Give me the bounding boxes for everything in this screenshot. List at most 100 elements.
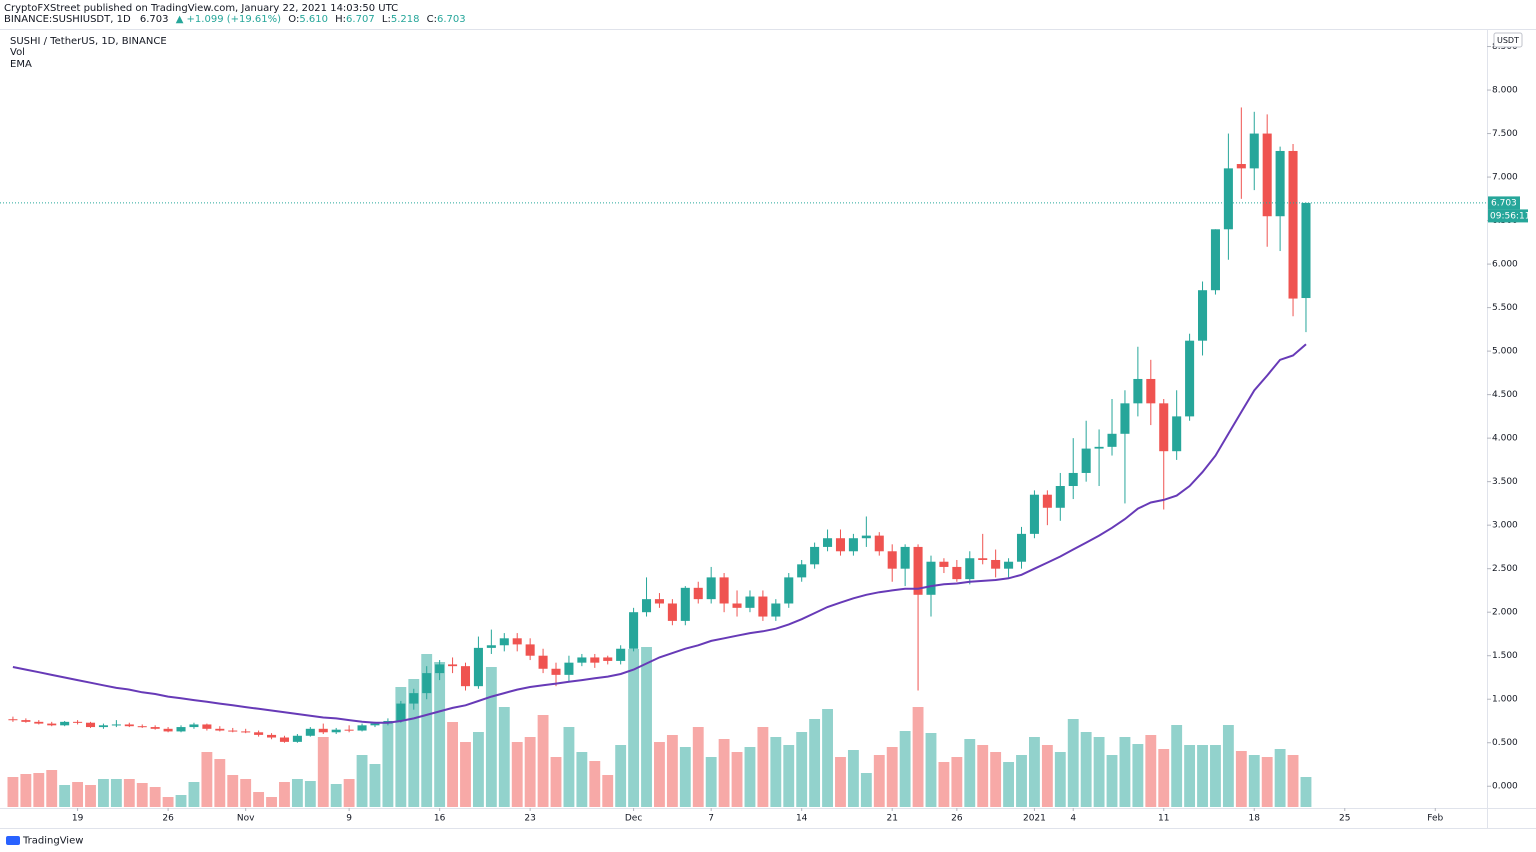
volume-bar [214, 759, 226, 807]
candle-body [1185, 340, 1195, 417]
candle-body [1068, 472, 1078, 487]
candle-body [525, 644, 535, 656]
volume-bar [472, 732, 484, 807]
candle-body [991, 559, 1001, 569]
x-tick-label: 9 [346, 814, 352, 824]
volume-bar [757, 727, 769, 807]
volume-bar [447, 722, 458, 807]
candle-body [1236, 164, 1246, 169]
candle-body [111, 724, 121, 726]
candle-body [1198, 290, 1208, 341]
publisher: CryptoFXStreet published on TradingView.… [4, 3, 398, 14]
y-tick-label: 5.500 [1492, 303, 1518, 313]
volume-bar [628, 649, 640, 807]
candle-body [1029, 494, 1039, 534]
x-tick-label: 25 [1339, 814, 1350, 824]
volume-bar [938, 762, 950, 807]
candle-body [21, 720, 31, 722]
volume-bar [343, 779, 355, 807]
volume-bar [408, 679, 420, 807]
candle-body [1159, 403, 1169, 452]
candle-body [551, 668, 561, 675]
candle-body [448, 664, 458, 667]
candle-body [318, 728, 328, 733]
volume-bar [253, 792, 265, 807]
volume-bar [460, 742, 471, 807]
candle-body [616, 648, 626, 661]
currency-box[interactable] [1493, 32, 1523, 48]
x-tick-label: 2021 [1023, 814, 1046, 824]
candle-body [629, 612, 639, 649]
volume-bar [977, 745, 989, 807]
candle-body [267, 734, 277, 738]
last-price-box [1488, 196, 1520, 210]
plot: 0.000 0.500 1.000 1.500 2.000 2.500 3.000 3.500… [0, 42, 1530, 824]
volume-bar [240, 779, 252, 807]
candle-body [85, 722, 96, 728]
candle-body [1210, 229, 1220, 291]
volume-bar [1003, 762, 1015, 807]
volume-bar [1197, 745, 1208, 807]
volume-bar [847, 750, 859, 807]
candle-body [47, 723, 57, 726]
candle-body [1223, 168, 1233, 230]
candle-body [292, 735, 302, 742]
candle-body [1172, 416, 1182, 452]
volume-bar [537, 715, 549, 807]
candle-body [939, 561, 949, 567]
candle-body [1133, 378, 1143, 404]
candle-body [98, 725, 108, 728]
volume-bar [1106, 755, 1118, 807]
candle-body [8, 719, 18, 721]
volume-bar [123, 779, 135, 807]
y-tick-label: 0.500 [1492, 738, 1518, 748]
volume-bar [227, 775, 239, 807]
candle-body [577, 657, 587, 663]
volume-bar [860, 773, 872, 807]
volume-bar [770, 737, 782, 807]
brand-name: TradingView [22, 836, 83, 847]
candle-body [693, 587, 703, 600]
volume-bar [1184, 745, 1196, 807]
volume-bar [705, 757, 717, 807]
candle-body [1055, 486, 1065, 508]
h-value: 6.707 [346, 14, 375, 25]
candle-body [60, 721, 70, 726]
candle-body [874, 535, 884, 552]
candle-body [926, 561, 936, 595]
y-tick-label: 4.000 [1492, 434, 1518, 444]
volume-bar [72, 782, 84, 807]
volume-bar [7, 777, 19, 807]
candle-body [435, 664, 445, 674]
c-value: 6.703 [437, 14, 466, 25]
volume-bar [1248, 755, 1260, 807]
volume-bar [1171, 725, 1183, 807]
candle-body [357, 725, 367, 731]
volume-bar [524, 737, 536, 807]
candle-body [202, 724, 212, 729]
o-label: O: [288, 14, 299, 25]
volume-bar [485, 667, 497, 807]
candle-body [887, 551, 897, 569]
volume-bar [615, 745, 627, 807]
volume-bar [563, 727, 575, 807]
candle-body [1275, 150, 1285, 217]
last-price-label: 6.703 [1491, 198, 1517, 208]
candle-body [1301, 202, 1311, 299]
candle-body [150, 727, 160, 729]
candle-body [215, 728, 225, 731]
candle-body [680, 587, 690, 621]
candle-body [835, 538, 846, 552]
volume-bar [886, 747, 898, 807]
candle-body [137, 726, 147, 728]
candle-body [254, 732, 264, 735]
volume-bar [718, 739, 730, 807]
volume-bar [796, 732, 808, 807]
volume-bar [964, 739, 976, 807]
candle-body [719, 577, 729, 604]
legend-vol: Vol [10, 47, 25, 58]
candle-body [473, 647, 483, 687]
x-tick-label: 7 [708, 814, 714, 824]
candle-body [706, 577, 716, 600]
candle-body [784, 577, 794, 604]
